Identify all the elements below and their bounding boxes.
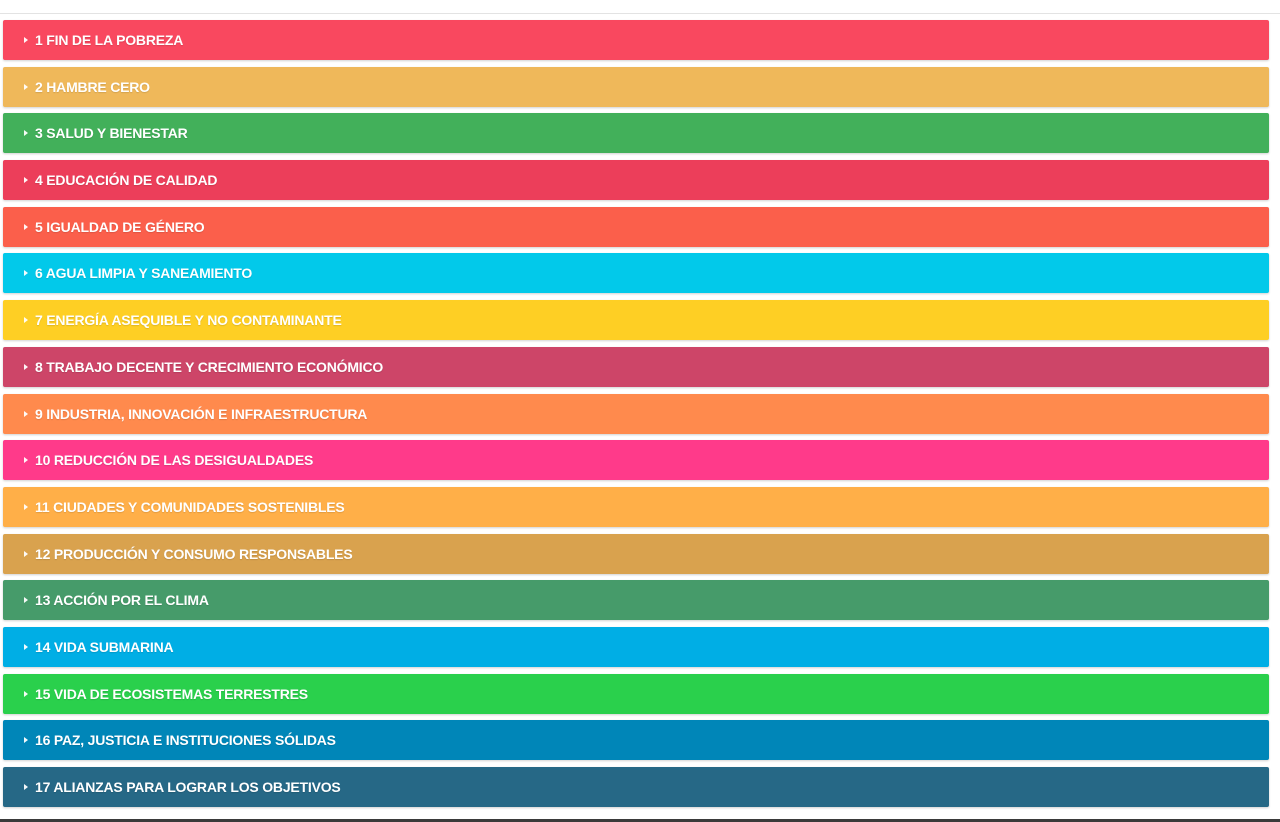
goal-accordion-header[interactable]: 10 REDUCCIÓN DE LAS DESIGUALDADES	[3, 440, 1269, 481]
goal-accordion-header[interactable]: 5 IGUALDAD DE GÉNERO	[3, 206, 1269, 247]
goal-accordion-header[interactable]: 7 ENERGÍA ASEQUIBLE Y NO CONTAMINANTE	[3, 300, 1269, 341]
top-divider	[0, 13, 1280, 14]
goals-accordion: 1 FIN DE LA POBREZA 2 HAMBRE CERO 3 SALUD …	[3, 20, 1269, 814]
goal-accordion-header[interactable]: 8 TRABAJO DECENTE Y CRECIMIENTO ECONÓMIC…	[3, 346, 1269, 387]
goal-accordion-header[interactable]: 16 PAZ, JUSTICIA E INSTITUCIONES SÓLIDAS	[3, 720, 1269, 761]
goal-accordion-header[interactable]: 17 ALIANZAS PARA LOGRAR LOS OBJETIVOS	[3, 767, 1269, 807]
goal-label: 4 EDUCACIÓN DE CALIDAD	[35, 172, 218, 189]
goal-accordion-header[interactable]: 12 PRODUCCIÓN Y CONSUMO RESPONSABLES	[3, 533, 1269, 574]
goal-label: 17 ALIANZAS PARA LOGRAR LOS OBJETIVOS	[35, 779, 341, 795]
bottom-divider	[0, 819, 1280, 822]
goal-label: 12 PRODUCCIÓN Y CONSUMO RESPONSABLES	[35, 545, 353, 562]
goal-label: 8 TRABAJO DECENTE Y CRECIMIENTO ECONÓMIC…	[35, 358, 384, 375]
goal-label: 10 REDUCCIÓN DE LAS DESIGUALDADES	[35, 452, 314, 469]
goal-label: 6 AGUA LIMPIA Y SANEAMIENTO	[35, 265, 253, 282]
goal-label: 5 IGUALDAD DE GÉNERO	[35, 218, 205, 235]
goal-label: 9 INDUSTRIA, INNOVACIÓN E INFRAESTRUCTUR…	[35, 405, 368, 422]
caret-right-icon	[24, 643, 28, 650]
goal-accordion-header[interactable]: 14 VIDA SUBMARINA	[3, 626, 1269, 667]
caret-right-icon	[24, 363, 28, 370]
goal-accordion-header[interactable]: 1 FIN DE LA POBREZA	[3, 20, 1269, 60]
goal-label: 14 VIDA SUBMARINA	[35, 638, 174, 655]
goal-label: 7 ENERGÍA ASEQUIBLE Y NO CONTAMINANTE	[35, 312, 342, 329]
caret-right-icon	[24, 784, 28, 790]
goal-accordion-header[interactable]: 11 CIUDADES Y COMUNIDADES SOSTENIBLES	[3, 486, 1269, 527]
goal-accordion-header[interactable]: 6 AGUA LIMPIA Y SANEAMIENTO	[3, 253, 1269, 294]
caret-right-icon	[24, 130, 28, 137]
goal-accordion-header[interactable]: 13 ACCIÓN POR EL CLIMA	[3, 580, 1269, 621]
goal-accordion-header[interactable]: 3 SALUD Y BIENESTAR	[3, 113, 1269, 154]
caret-right-icon	[24, 317, 28, 324]
goal-accordion-header[interactable]: 2 HAMBRE CERO	[3, 66, 1269, 107]
caret-right-icon	[24, 37, 28, 43]
caret-right-icon	[24, 177, 28, 184]
goal-label: 16 PAZ, JUSTICIA E INSTITUCIONES SÓLIDAS	[35, 732, 336, 749]
caret-right-icon	[24, 550, 28, 557]
goal-label: 15 VIDA DE ECOSISTEMAS TERRESTRES	[35, 685, 308, 702]
caret-right-icon	[24, 83, 28, 90]
caret-right-icon	[24, 737, 28, 744]
caret-right-icon	[24, 690, 28, 697]
goal-label: 3 SALUD Y BIENESTAR	[35, 125, 188, 142]
goal-label: 13 ACCIÓN POR EL CLIMA	[35, 592, 209, 609]
caret-right-icon	[24, 597, 28, 604]
goal-accordion-header[interactable]: 9 INDUSTRIA, INNOVACIÓN E INFRAESTRUCTUR…	[3, 393, 1269, 434]
goal-label: 1 FIN DE LA POBREZA	[35, 32, 184, 48]
caret-right-icon	[24, 410, 28, 417]
goal-accordion-header[interactable]: 4 EDUCACIÓN DE CALIDAD	[3, 160, 1269, 201]
goal-label: 2 HAMBRE CERO	[35, 78, 150, 95]
caret-right-icon	[24, 223, 28, 230]
caret-right-icon	[24, 270, 28, 277]
caret-right-icon	[24, 457, 28, 464]
goal-accordion-header[interactable]: 15 VIDA DE ECOSISTEMAS TERRESTRES	[3, 673, 1269, 714]
goal-label: 11 CIUDADES Y COMUNIDADES SOSTENIBLES	[35, 498, 345, 515]
caret-right-icon	[24, 503, 28, 510]
